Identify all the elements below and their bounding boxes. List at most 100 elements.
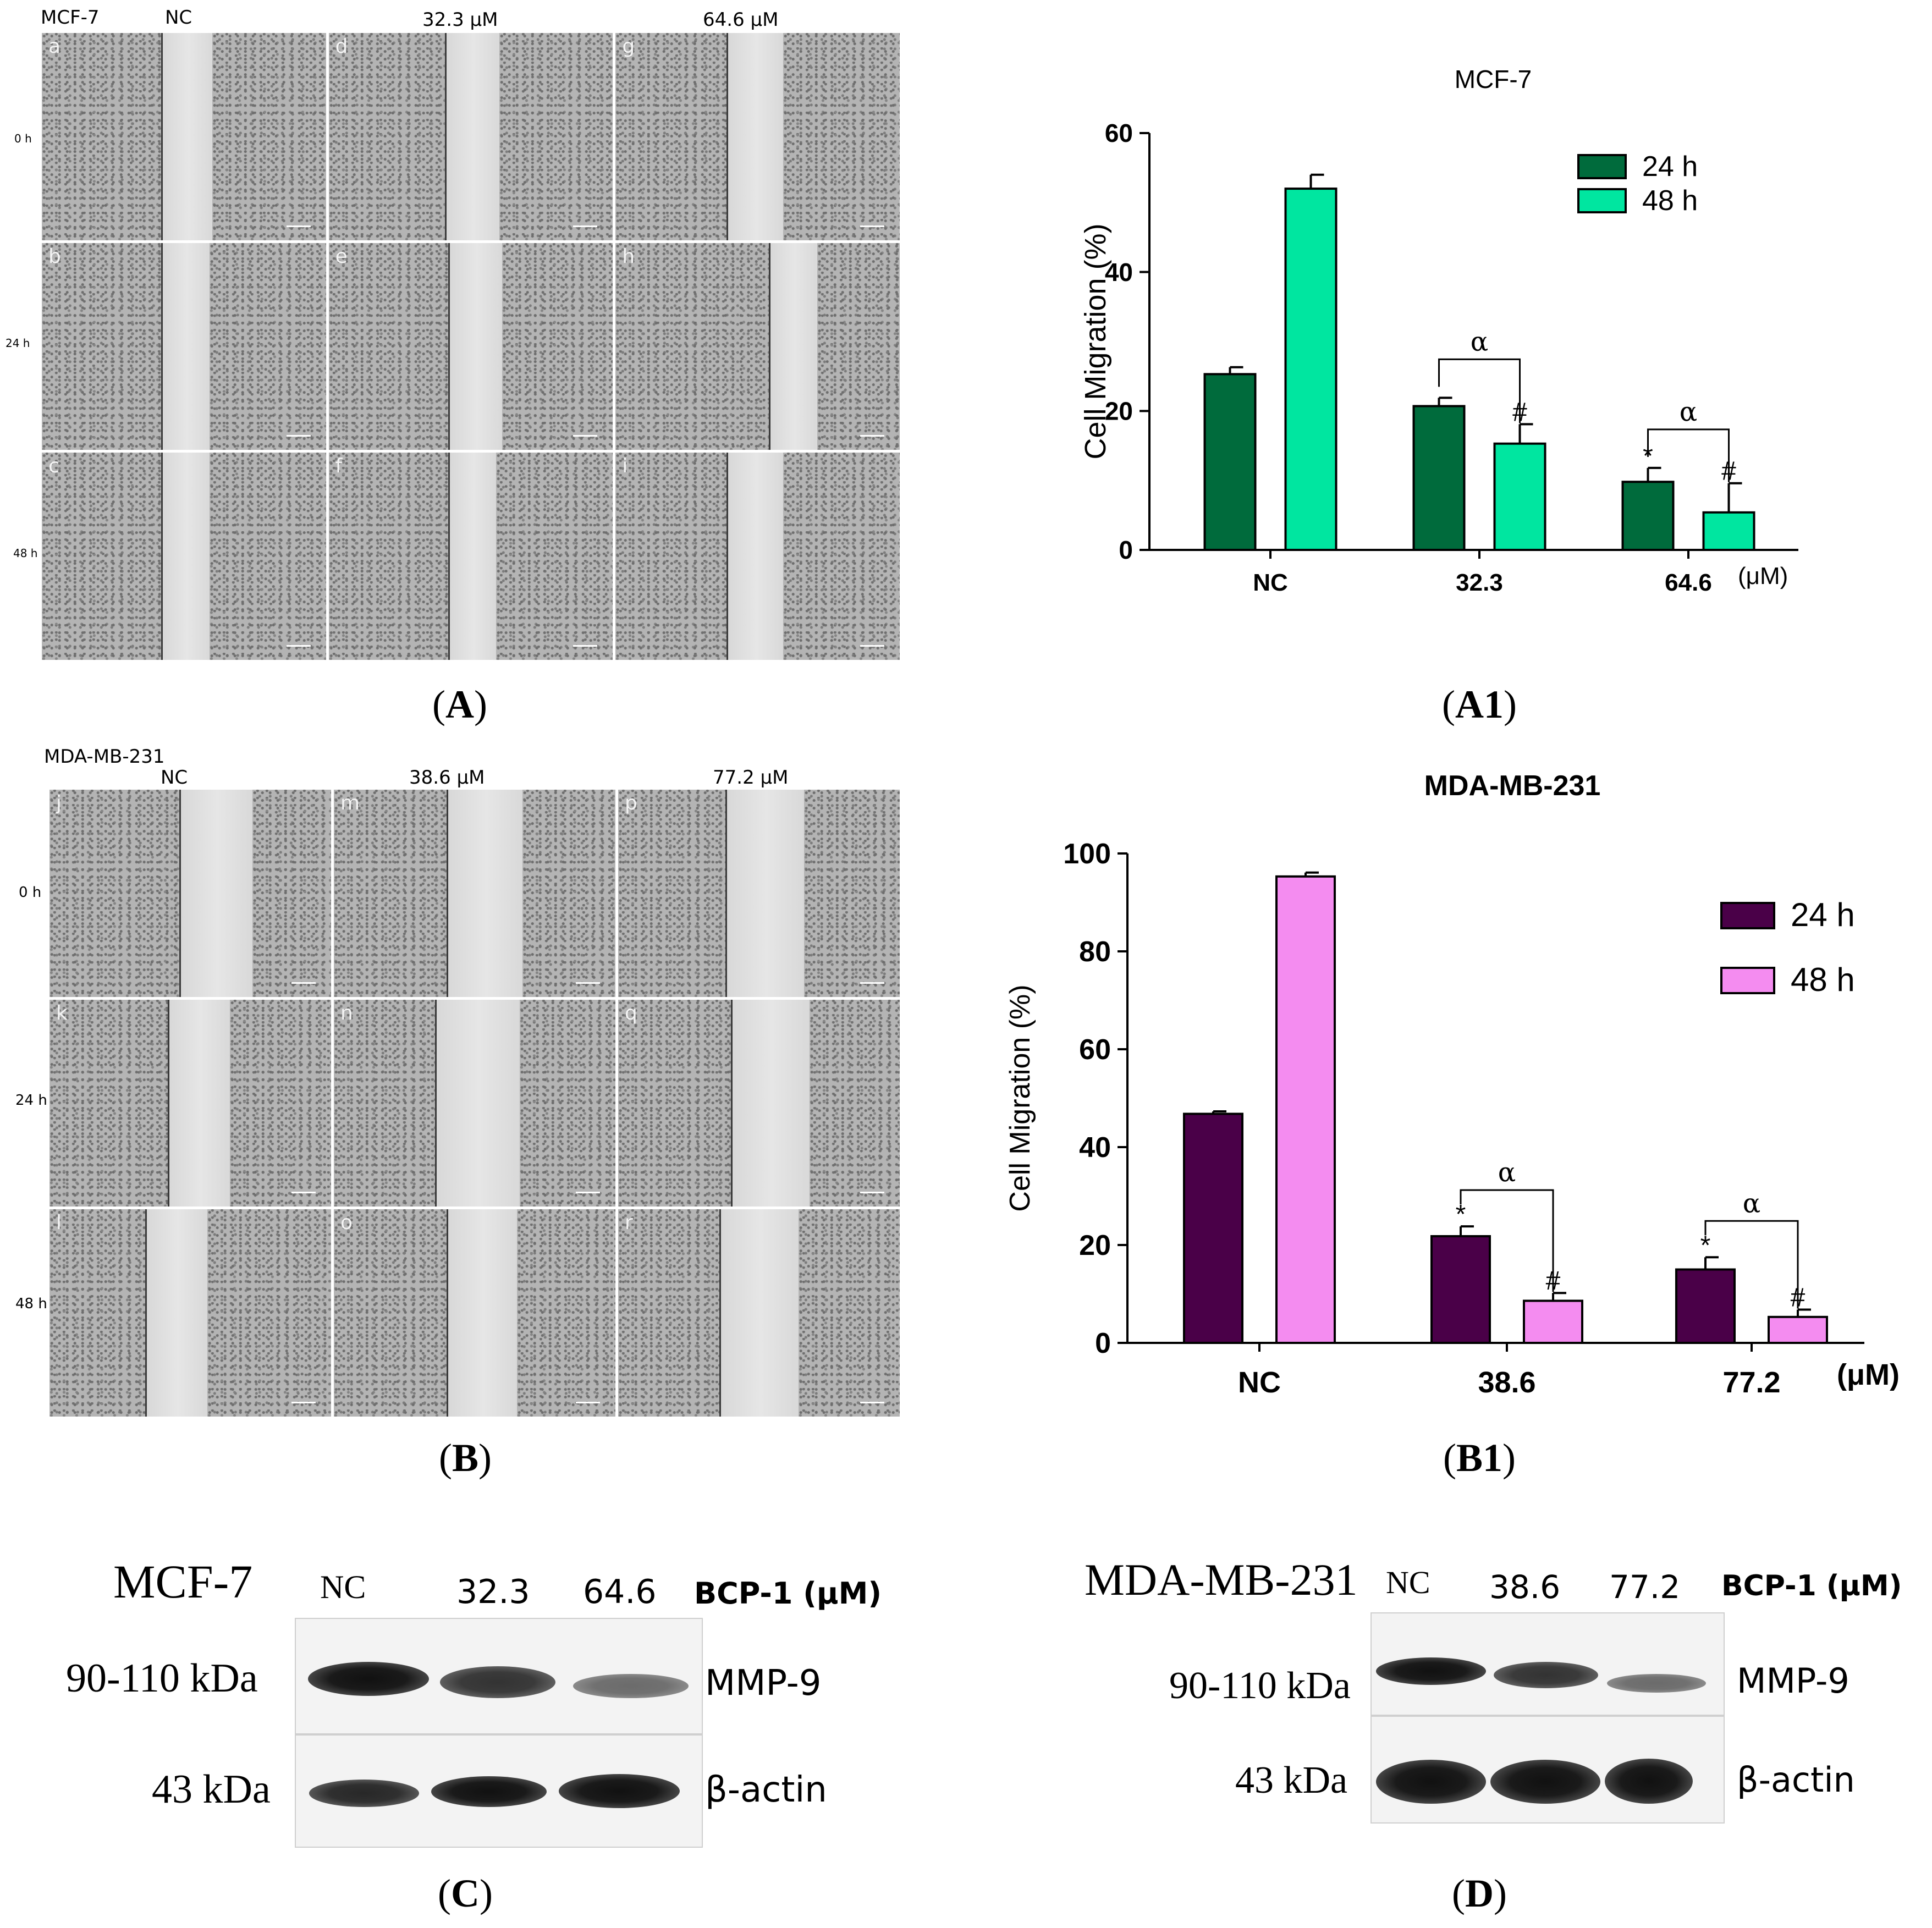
panel-c-band2-name: β-actin bbox=[705, 1770, 827, 1810]
panel-d-lane-1: NC bbox=[1386, 1565, 1430, 1600]
bracket-line bbox=[1438, 358, 1521, 423]
legend-label: 24 h bbox=[1791, 896, 1855, 933]
panel-b-cell-line: MDA-MB-231 bbox=[44, 746, 165, 768]
tile-letter: k bbox=[56, 1001, 68, 1024]
blot-band bbox=[440, 1666, 555, 1698]
tile-letter: n bbox=[340, 1001, 353, 1024]
panel-b-row-1: 0 h bbox=[19, 884, 42, 901]
micrograph-tile: h bbox=[615, 243, 900, 450]
panel-d-lane-3: 77.2 bbox=[1609, 1568, 1681, 1606]
y-axis-label: Cell Migration (%) bbox=[1004, 984, 1036, 1211]
bar-48h bbox=[1275, 875, 1336, 1344]
x-tick-label: 38.6 bbox=[1478, 1366, 1535, 1397]
panel-c-mmp9-blot bbox=[295, 1618, 703, 1734]
legend-swatch bbox=[1577, 188, 1627, 213]
x-tick-label: NC bbox=[1238, 1366, 1281, 1397]
legend-swatch bbox=[1577, 154, 1627, 179]
y-tick-label: 80 bbox=[1079, 936, 1111, 968]
y-axis-label: Cell Migration (%) bbox=[1079, 223, 1112, 459]
blot-band bbox=[1376, 1760, 1486, 1804]
micrograph-tile: r bbox=[618, 1209, 900, 1417]
blot-band bbox=[1607, 1674, 1706, 1693]
unit-label: (μM) bbox=[1738, 563, 1788, 590]
legend-label: 48 h bbox=[1791, 961, 1855, 998]
bar-24h bbox=[1430, 1235, 1491, 1344]
bar-24h bbox=[1675, 1268, 1736, 1344]
panel-b-col-2: 38.6 μM bbox=[409, 767, 485, 789]
significance-bracket bbox=[1460, 1189, 1554, 1292]
bracket-line bbox=[1704, 1220, 1799, 1309]
micrograph-tile: d bbox=[328, 33, 613, 240]
y-tick-label: 20 bbox=[1105, 396, 1133, 425]
panel-c-actin-blot bbox=[295, 1734, 703, 1848]
micrograph-tile: o bbox=[334, 1209, 615, 1417]
panel-c-lane-3: 64.6 bbox=[583, 1573, 657, 1611]
micrograph-tile: p bbox=[618, 790, 900, 997]
micrograph-tile: q bbox=[618, 999, 900, 1207]
micrograph-tile: j bbox=[49, 790, 331, 997]
panel-d-treatment: BCP-1 (μM) bbox=[1721, 1569, 1902, 1602]
blot-band bbox=[431, 1776, 547, 1807]
significance-star: * bbox=[1700, 1231, 1711, 1260]
panel-a-row-2: 24 h bbox=[5, 337, 30, 350]
panel-c-caption: (C) bbox=[438, 1871, 493, 1915]
micrograph-tile: g bbox=[615, 33, 900, 240]
legend-label: 24 h bbox=[1642, 151, 1698, 183]
panel-c-band2-size: 43 kDa bbox=[152, 1767, 271, 1812]
panel-a-row-3: 48 h bbox=[13, 547, 38, 560]
blot-band bbox=[308, 1662, 429, 1696]
panel-d-actin-blot bbox=[1370, 1716, 1725, 1824]
panel-a-row-1: 0 h bbox=[14, 132, 32, 145]
bar-48h bbox=[1493, 442, 1546, 552]
tile-letter: b bbox=[48, 245, 61, 268]
tile-letter: g bbox=[622, 35, 635, 58]
chart-title: MCF-7 bbox=[1455, 65, 1532, 93]
panel-d-mmp9-blot bbox=[1370, 1612, 1725, 1716]
chart-title: MDA-MB-231 bbox=[1424, 770, 1601, 802]
x-tick-label: NC bbox=[1253, 569, 1288, 596]
panel-d-band2-size: 43 kDa bbox=[1235, 1759, 1348, 1802]
tile-letter: i bbox=[622, 455, 628, 478]
panel-a-col-1: NC bbox=[165, 7, 192, 29]
panel-b-row-2: 24 h bbox=[15, 1092, 47, 1109]
micrograph-tile: a bbox=[42, 33, 326, 240]
panel-b-caption: (B) bbox=[439, 1436, 492, 1480]
y-tick-label: 0 bbox=[1119, 536, 1133, 564]
significance-bracket bbox=[1647, 428, 1730, 482]
panel-b-col-1: NC bbox=[161, 767, 188, 789]
blot-band bbox=[1376, 1657, 1486, 1685]
tile-letter: d bbox=[335, 35, 348, 58]
blot-band bbox=[1605, 1759, 1693, 1804]
panel-d-cell-line: MDA-MB-231 bbox=[1085, 1555, 1358, 1605]
tile-letter: r bbox=[625, 1211, 633, 1235]
x-tick-label: 64.6 bbox=[1665, 569, 1712, 596]
y-tick-label: 0 bbox=[1095, 1327, 1111, 1359]
x-tick-label: 77.2 bbox=[1722, 1366, 1780, 1397]
legend-swatch bbox=[1720, 902, 1775, 929]
tile-letter: a bbox=[48, 35, 61, 58]
tile-letter: m bbox=[340, 792, 360, 814]
bracket-line bbox=[1647, 428, 1730, 482]
blot-band bbox=[559, 1774, 680, 1808]
panel-a1-caption: (A1) bbox=[1442, 682, 1517, 726]
micrograph-tile: c bbox=[42, 453, 326, 660]
micrograph-tile: i bbox=[615, 453, 900, 660]
tile-letter: e bbox=[335, 245, 348, 268]
significance-alpha: α bbox=[1743, 1188, 1760, 1219]
bar-48h bbox=[1702, 511, 1755, 552]
panel-c-lane-1: NC bbox=[320, 1569, 366, 1605]
panel-b-row-3: 48 h bbox=[15, 1296, 47, 1312]
panel-b-col-3: 77.2 μM bbox=[713, 767, 789, 789]
tile-letter: q bbox=[625, 1001, 637, 1024]
bracket-line bbox=[1460, 1189, 1554, 1292]
blot-band bbox=[309, 1780, 419, 1807]
significance-bracket bbox=[1438, 358, 1521, 423]
panel-c-cell-line: MCF-7 bbox=[113, 1555, 253, 1608]
chart-b1: MDA-MB-231 0 20 40 60 80 100 Cell Migration (%)… bbox=[1004, 770, 1900, 1397]
panel-c-band1-size: 90-110 kDa bbox=[66, 1656, 258, 1701]
unit-label: (μM) bbox=[1837, 1358, 1900, 1391]
y-tick-label: 60 bbox=[1079, 1034, 1111, 1066]
bar-48h bbox=[1284, 188, 1337, 552]
panel-c-band1-name: MMP-9 bbox=[705, 1663, 822, 1704]
panel-d-band2-name: β-actin bbox=[1737, 1760, 1855, 1800]
